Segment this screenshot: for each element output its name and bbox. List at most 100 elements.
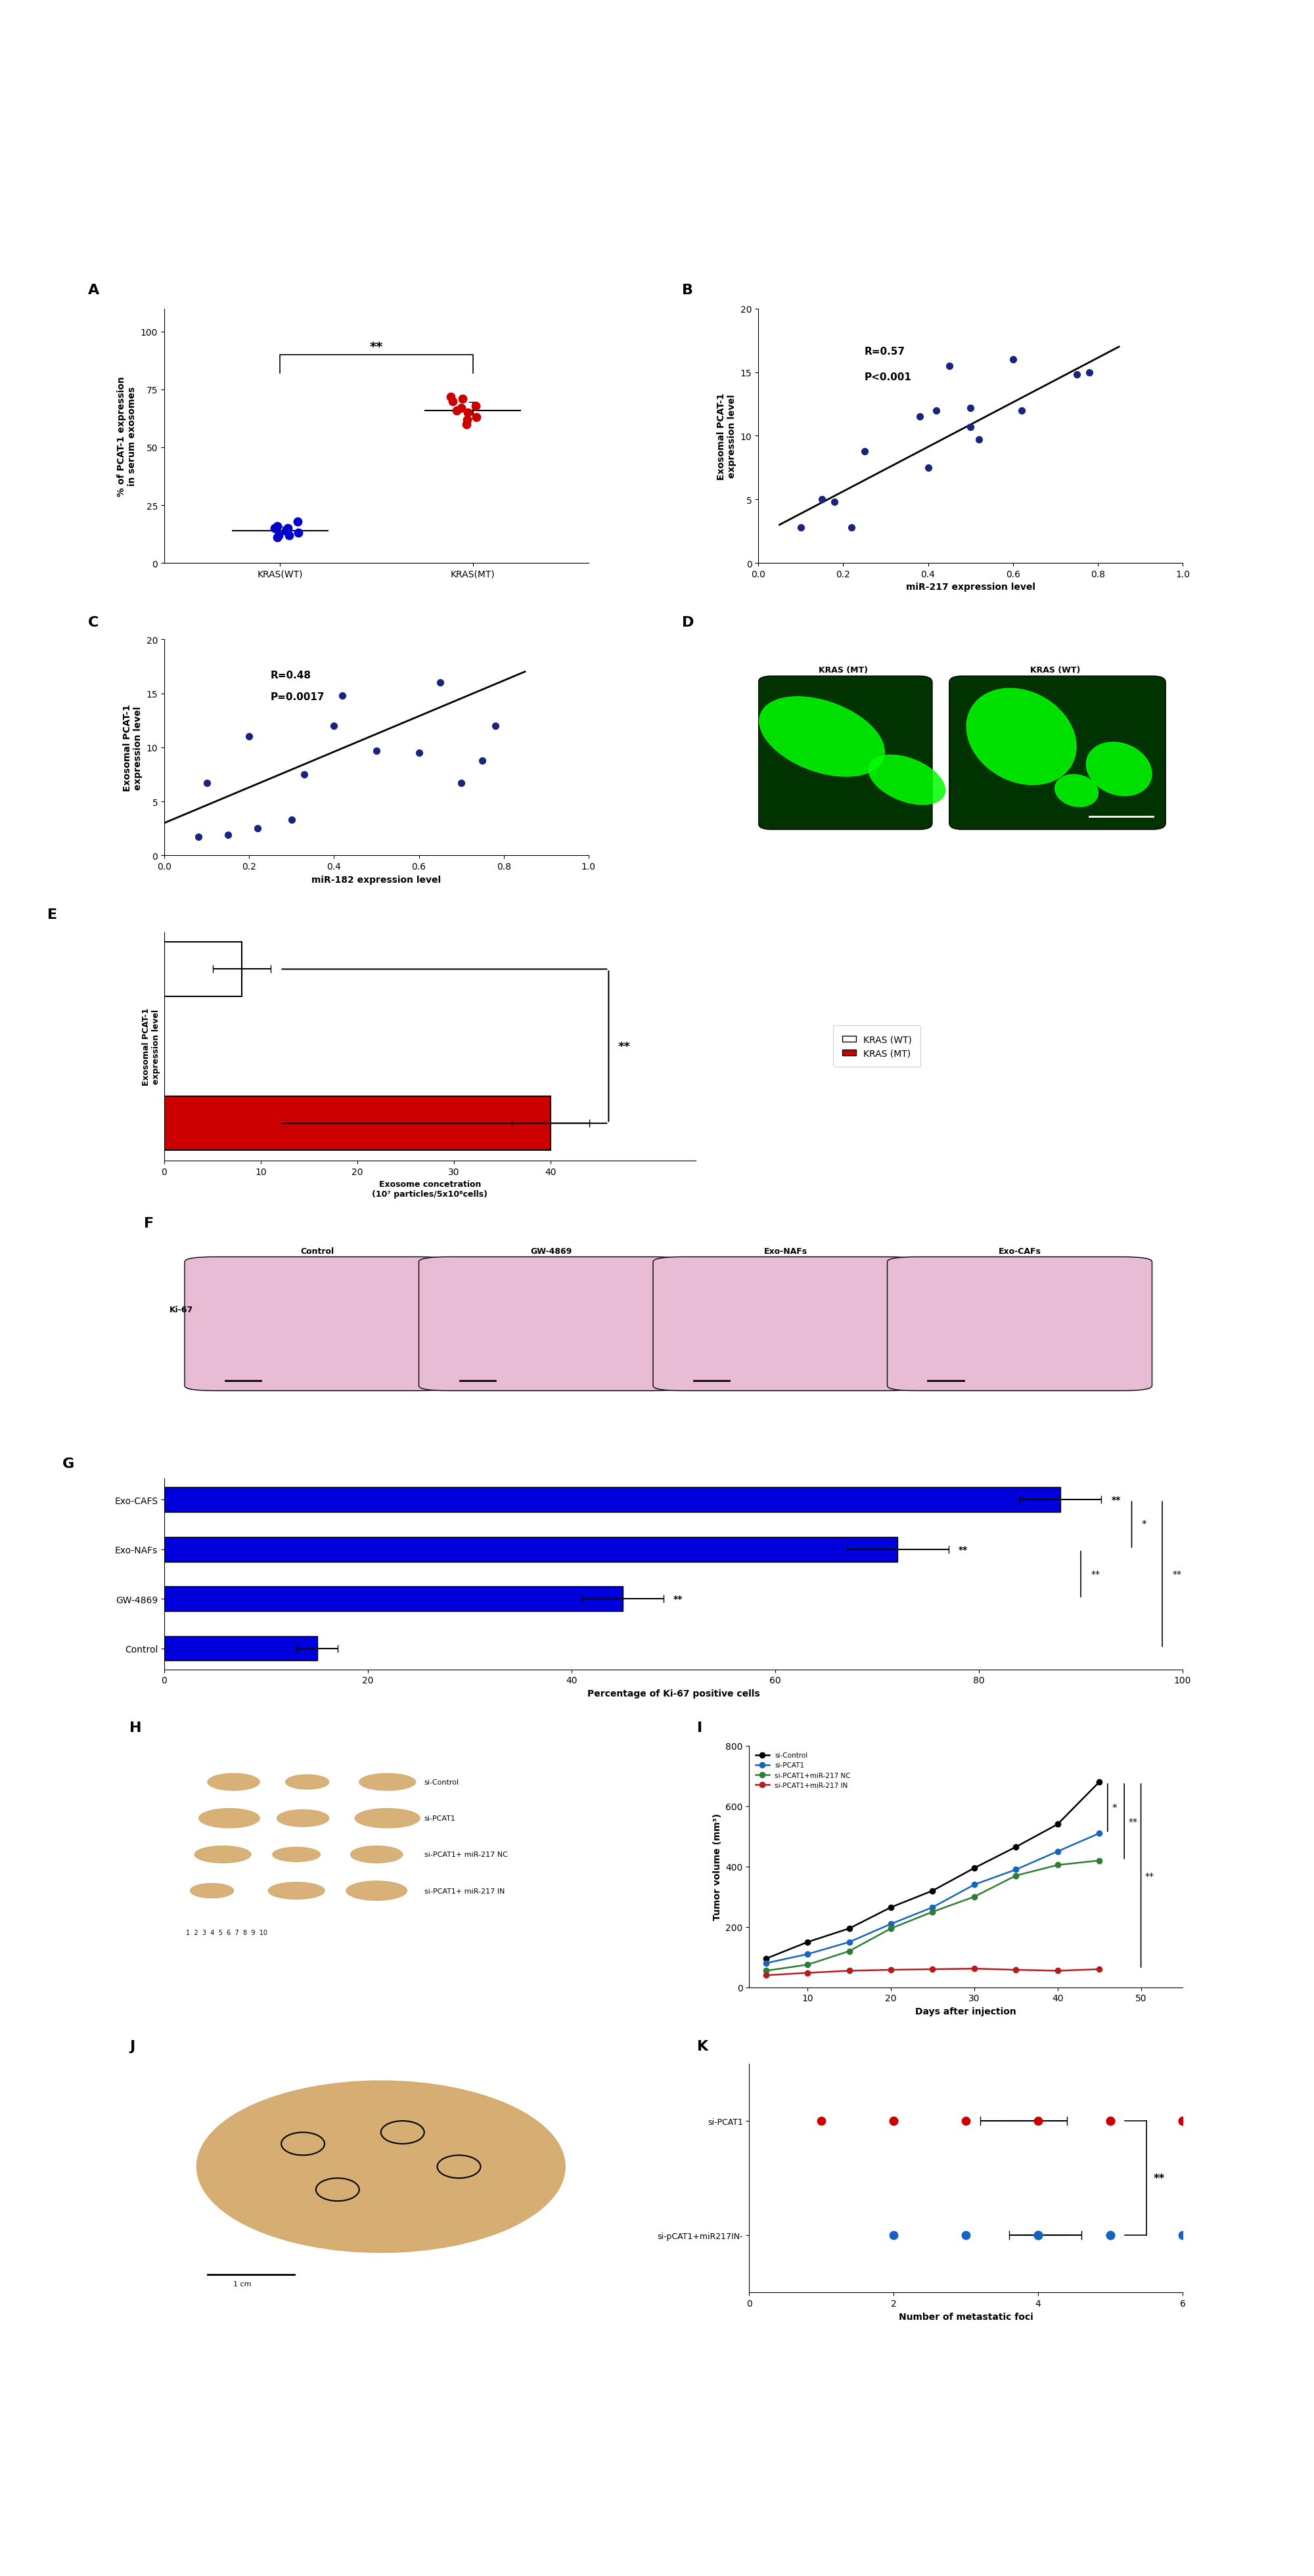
- si-PCAT1+miR-217 NC: [1050, 1850, 1066, 1880]
- Text: KRAS (WT): KRAS (WT): [1030, 665, 1080, 675]
- Legend: KRAS (WT), KRAS (MT): KRAS (WT), KRAS (MT): [833, 1025, 921, 1066]
- Text: C: C: [88, 616, 99, 629]
- Point: [267, 518, 288, 559]
- Point: [1010, 389, 1031, 430]
- si-PCAT1+miR-217 IN: [758, 1960, 774, 1991]
- Ellipse shape: [208, 1775, 260, 1790]
- Point: [472, 739, 493, 781]
- Point: [196, 762, 217, 804]
- Point: [451, 389, 472, 430]
- si-PCAT1+miR-217 IN: [800, 1958, 816, 1989]
- X-axis label: miR-182 expression level: miR-182 expression level: [311, 876, 442, 884]
- Point: [445, 389, 466, 430]
- si-PCAT1: [925, 1891, 941, 1922]
- X-axis label: Number of metastatic foci: Number of metastatic foci: [899, 2311, 1033, 2321]
- Point: [955, 2099, 976, 2141]
- Text: I: I: [698, 1721, 703, 1734]
- Text: A: A: [88, 283, 100, 296]
- Ellipse shape: [277, 1811, 328, 1826]
- Text: *: *: [1112, 1803, 1117, 1814]
- Ellipse shape: [967, 688, 1076, 786]
- Ellipse shape: [197, 2081, 565, 2251]
- Ellipse shape: [351, 1847, 402, 1862]
- Line: si-PCAT1: si-PCAT1: [763, 1832, 1102, 1965]
- Point: [1172, 2099, 1193, 2141]
- Point: [854, 430, 875, 471]
- Ellipse shape: [869, 755, 945, 804]
- Point: [485, 706, 506, 747]
- Point: [247, 809, 268, 850]
- Bar: [164, 1587, 623, 1613]
- Text: si-Control: si-Control: [424, 1780, 459, 1785]
- si-Control: [925, 1875, 941, 1906]
- si-Control: [841, 1914, 857, 1945]
- Bar: [164, 1097, 551, 1151]
- Point: [961, 407, 982, 448]
- Point: [239, 716, 260, 757]
- Text: **: **: [619, 1041, 631, 1054]
- Point: [267, 505, 288, 546]
- Point: [790, 507, 811, 549]
- Point: [323, 706, 344, 747]
- Text: J: J: [130, 2040, 135, 2053]
- Point: [909, 397, 930, 438]
- Ellipse shape: [1055, 775, 1099, 806]
- si-PCAT1+miR-217 NC: [1008, 1860, 1024, 1891]
- si-PCAT1: [1050, 1837, 1066, 1868]
- Point: [1028, 2099, 1049, 2141]
- Point: [443, 381, 464, 422]
- Line: si-PCAT1+miR-217 NC: si-PCAT1+miR-217 NC: [763, 1857, 1102, 1973]
- Point: [1172, 2099, 1193, 2141]
- Point: [286, 502, 307, 544]
- Text: **: **: [1091, 1569, 1100, 1579]
- Point: [279, 515, 300, 556]
- si-PCAT1+miR-217 NC: [883, 1914, 899, 1945]
- Text: R=0.48: R=0.48: [271, 670, 311, 680]
- si-PCAT1: [800, 1940, 816, 1971]
- Point: [1100, 2215, 1121, 2257]
- Y-axis label: Exosomal PCAT-1
expression level: Exosomal PCAT-1 expression level: [142, 1007, 160, 1084]
- Ellipse shape: [1087, 742, 1151, 796]
- Point: [1172, 2215, 1193, 2257]
- Point: [1100, 2215, 1121, 2257]
- Text: **: **: [1144, 1870, 1154, 1880]
- FancyBboxPatch shape: [184, 1257, 449, 1391]
- Ellipse shape: [272, 1847, 321, 1862]
- Point: [456, 404, 477, 446]
- Bar: [164, 1636, 317, 1662]
- Point: [276, 510, 297, 551]
- si-PCAT1+miR-217 IN: [966, 1953, 982, 1984]
- Y-axis label: % of PCAT-1 expression
in serum exosomes: % of PCAT-1 expression in serum exosomes: [117, 376, 137, 497]
- Line: si-PCAT1+miR-217 IN: si-PCAT1+miR-217 IN: [763, 1965, 1102, 1978]
- si-Control: [966, 1852, 982, 1883]
- X-axis label: miR-217 expression level: miR-217 expression level: [905, 582, 1035, 592]
- Point: [1028, 2215, 1049, 2257]
- Text: **: **: [1172, 1569, 1181, 1579]
- Bar: [164, 943, 242, 997]
- Text: 1 cm: 1 cm: [233, 2280, 251, 2287]
- Point: [440, 376, 461, 417]
- Text: K: K: [698, 2040, 708, 2053]
- Text: **: **: [1154, 2172, 1166, 2184]
- si-Control: [1092, 1767, 1108, 1798]
- Point: [457, 399, 478, 440]
- Point: [961, 386, 982, 428]
- Line: si-Control: si-Control: [763, 1780, 1102, 1960]
- Point: [1028, 2215, 1049, 2257]
- si-PCAT1: [966, 1870, 982, 1901]
- Text: Ki-67: Ki-67: [170, 1306, 193, 1314]
- Text: KRAS (MT): KRAS (MT): [819, 665, 867, 675]
- si-Control: [1050, 1808, 1066, 1839]
- Y-axis label: Exosomal PCAT-1
expression level: Exosomal PCAT-1 expression level: [717, 392, 737, 479]
- Text: G: G: [63, 1458, 75, 1471]
- Point: [188, 817, 209, 858]
- si-PCAT1+miR-217 NC: [925, 1896, 941, 1927]
- Text: **: **: [1112, 1494, 1121, 1504]
- Point: [277, 507, 298, 549]
- Point: [466, 397, 487, 438]
- Text: E: E: [47, 907, 58, 922]
- Ellipse shape: [194, 1847, 251, 1862]
- Point: [430, 662, 451, 703]
- Text: P<0.001: P<0.001: [865, 374, 912, 381]
- FancyBboxPatch shape: [419, 1257, 683, 1391]
